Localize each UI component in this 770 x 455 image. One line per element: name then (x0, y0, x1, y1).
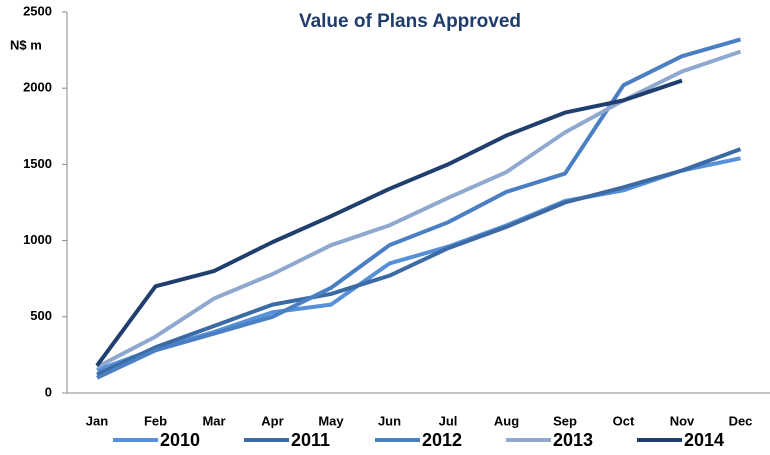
y-tick-label: 1500 (23, 156, 52, 171)
legend-label: 2014 (684, 430, 724, 450)
x-tick-label: Jun (378, 413, 401, 428)
y-tick-label: 0 (45, 384, 52, 399)
y-tick-label: 500 (30, 308, 52, 323)
x-tick-label: Oct (613, 413, 635, 428)
y-axis-label: N$ m (10, 37, 42, 52)
y-tick-label: 2000 (23, 80, 52, 95)
x-tick-label: Sep (553, 413, 577, 428)
legend-label: 2013 (553, 430, 593, 450)
line-series (96, 147, 742, 377)
legend-label: 2011 (291, 430, 330, 450)
line-series (95, 78, 683, 367)
chart-title: Value of Plans Approved (299, 11, 521, 32)
x-tick-label: May (318, 413, 344, 428)
x-tick-label: Mar (202, 413, 225, 428)
y-tick-label: 2500 (23, 3, 52, 18)
legend-label: 2010 (160, 430, 200, 450)
x-tick-label: Jul (439, 413, 458, 428)
x-tick-label: Dec (729, 413, 753, 428)
line-series (96, 37, 742, 380)
y-tick-label: 1000 (23, 232, 52, 247)
x-tick-label: Apr (261, 413, 283, 428)
x-tick-label: Jan (86, 413, 108, 428)
x-tick-label: Nov (670, 413, 695, 428)
x-tick-label: Aug (494, 413, 519, 428)
line-series (96, 49, 742, 369)
x-tick-label: Feb (144, 413, 167, 428)
legend-label: 2012 (422, 430, 462, 450)
